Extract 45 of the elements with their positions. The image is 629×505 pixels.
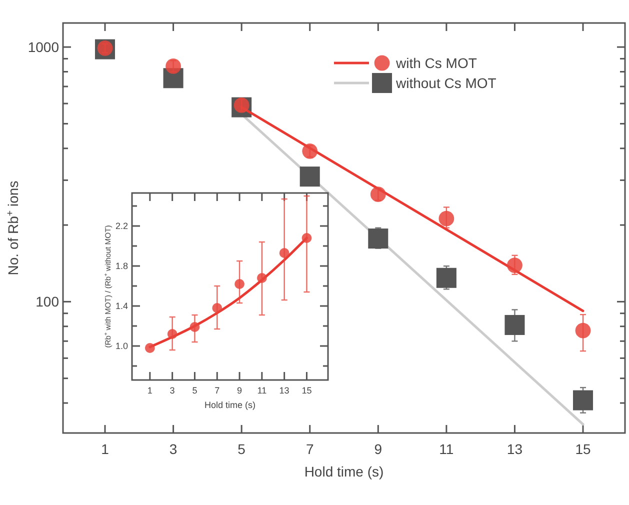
x-axis-title: Hold time (s) (204, 400, 256, 410)
y-tick-label: 1.4 (115, 301, 128, 312)
point (302, 233, 312, 243)
point (438, 210, 454, 226)
point (256, 273, 267, 283)
y-tick-label: 100 (36, 294, 60, 310)
x-tick-label: 11 (439, 441, 454, 457)
point (504, 314, 525, 335)
point (370, 186, 386, 202)
y-tick-label: 1000 (28, 38, 60, 55)
point (575, 322, 591, 338)
y-tick-label: 1.8 (115, 261, 128, 272)
x-tick-label: 9 (374, 441, 382, 457)
x-tick-label: 11 (257, 386, 267, 396)
point (302, 143, 318, 159)
point (368, 228, 388, 249)
legend-label: with Cs MOT (395, 54, 478, 71)
x-tick-label: 15 (575, 441, 591, 457)
point (279, 248, 290, 258)
point (166, 58, 181, 74)
point (190, 322, 200, 332)
legend-label: without Cs MOT (395, 74, 497, 91)
x-tick-label: 7 (306, 441, 314, 457)
x-tick-label: 5 (238, 441, 246, 457)
x-tick-label: 13 (506, 441, 523, 457)
x-axis-title: Hold time (s) (304, 463, 384, 480)
x-tick-label: 7 (214, 386, 220, 396)
x-tick-label: 1 (101, 441, 110, 457)
x-tick-label: 13 (279, 386, 290, 396)
y-tick-label: 1.0 (115, 341, 128, 352)
x-tick-label: 5 (192, 386, 198, 396)
x-tick-label: 15 (302, 386, 312, 396)
point (436, 268, 456, 288)
x-tick-label: 9 (237, 386, 242, 396)
point (144, 343, 155, 353)
point (167, 329, 178, 339)
x-tick-label: 3 (170, 386, 175, 396)
point (234, 279, 244, 289)
point (507, 258, 522, 273)
y-tick-label: 2.2 (115, 221, 128, 232)
point (300, 166, 320, 187)
x-tick-label: 1 (147, 386, 152, 396)
point (572, 390, 594, 410)
x-tick-label: 3 (169, 441, 178, 457)
point (212, 303, 222, 313)
